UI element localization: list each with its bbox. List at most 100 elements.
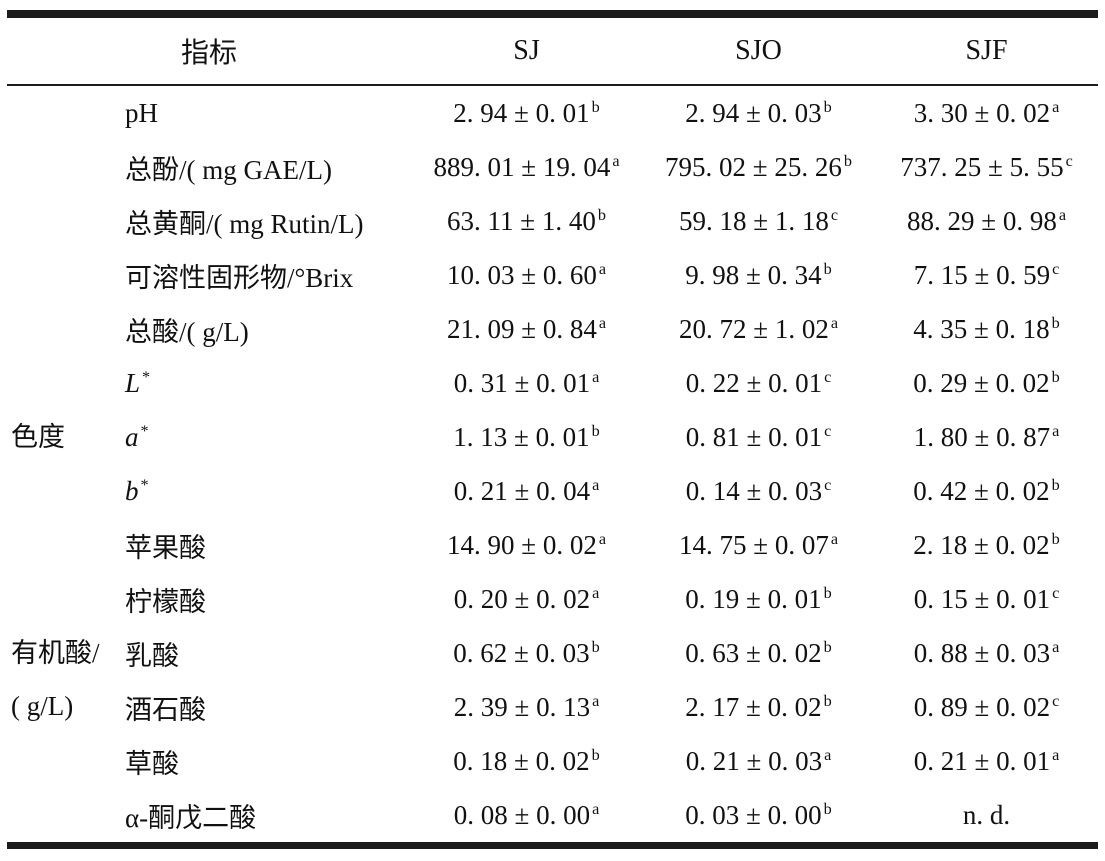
significance-superscript: b (1051, 367, 1060, 386)
significance-superscript: b (823, 637, 832, 656)
significance-superscript: b (591, 421, 600, 440)
value-cell: 795. 02 ± 25. 26 b (665, 151, 852, 182)
indicator-label: L (125, 367, 141, 398)
group-label: 色度 (11, 421, 65, 452)
indicator-label: pH (125, 97, 158, 128)
significance-superscript: a (824, 745, 832, 764)
indicator-cell: b * (123, 464, 411, 518)
value-cell: 0. 31 ± 0. 01 a (453, 367, 600, 398)
table-row: 可溶性固形物/°Brix 10. 03 ± 0. 60 a 9. 98 ± 0. 34… (7, 248, 1098, 302)
value-cell: 9. 98 ± 0. 34 b (685, 259, 832, 290)
group-cell-empty (7, 302, 123, 356)
significance-superscript: a (1052, 745, 1060, 764)
value-cell: 0. 21 ± 0. 03 a (685, 745, 832, 776)
value-cell: 4. 35 ± 0. 18 b (913, 313, 1060, 344)
value-cell: 0. 15 ± 0. 01 c (913, 583, 1060, 614)
table-row: 总酚/( mg GAE/L) 889. 01 ± 19. 04 a 795. 02 ±… (7, 140, 1098, 194)
table-row: 总酸/( g/L) 21. 09 ± 0. 84 a 20. 72 ± 1. 02 a 4… (7, 302, 1098, 356)
indicator-label: 苹果酸 (125, 532, 206, 563)
table-row: 柠檬酸 0. 20 ± 0. 02 a 0. 19 ± 0. 01 b 0. 15 ± 0… (7, 572, 1098, 626)
significance-superscript: a (592, 475, 600, 494)
value-cell: 59. 18 ± 1. 18 c (679, 205, 839, 236)
indicator-label: 草酸 (125, 748, 179, 779)
table-header: 指标 SJ SJO SJF (7, 14, 1099, 86)
significance-superscript: c (830, 205, 839, 224)
indicator-superscript: * (140, 475, 149, 494)
indicator-label: 可溶性固形物/°Brix (125, 262, 354, 293)
significance-superscript: a (592, 367, 600, 386)
significance-superscript: b (823, 583, 832, 602)
significance-superscript: c (1052, 259, 1060, 278)
header-indicator: 指标 (7, 14, 412, 86)
indicator-label: 乳酸 (125, 640, 179, 671)
significance-superscript: a (1052, 421, 1060, 440)
significance-superscript: a (1052, 97, 1060, 116)
significance-superscript: c (824, 367, 832, 386)
value-cell: 0. 14 ± 0. 03 c (685, 475, 832, 506)
significance-superscript: b (823, 799, 832, 818)
significance-superscript: a (592, 799, 600, 818)
significance-superscript: b (843, 151, 852, 170)
indicator-label: 酒石酸 (125, 694, 206, 725)
value-cell: 2. 17 ± 0. 02 b (685, 691, 832, 722)
value-cell: 2. 18 ± 0. 02 b (913, 529, 1060, 560)
value-cell: 0. 63 ± 0. 02 b (685, 637, 832, 668)
value-cell: 0. 19 ± 0. 01 b (685, 583, 832, 614)
value-cell: 2. 94 ± 0. 03 b (685, 97, 832, 128)
value-cell: 21. 09 ± 0. 84 a (447, 313, 607, 344)
value-cell: 1. 80 ± 0. 87 a (913, 421, 1060, 452)
value-cell: 88. 29 ± 0. 98 a (907, 205, 1067, 236)
significance-superscript: a (592, 691, 600, 710)
table-row: b * 0. 21 ± 0. 04 a 0. 14 ± 0. 03 c 0. 42 ± 0.… (7, 464, 1098, 518)
group-label: 有机酸/( g/L) (11, 638, 100, 721)
significance-superscript: c (1052, 583, 1060, 602)
significance-superscript: a (1058, 205, 1067, 224)
indicator-cell: a * (123, 410, 411, 464)
significance-superscript: b (1051, 529, 1060, 548)
significance-superscript: a (598, 529, 607, 548)
significance-superscript: b (591, 97, 600, 116)
value-cell: 14. 90 ± 0. 02 a (447, 529, 607, 560)
indicator-cell: pH (123, 85, 411, 140)
table-row: α-酮戊二酸 0. 08 ± 0. 00 a 0. 03 ± 0. 00 b n. d. (7, 788, 1098, 846)
header-sjf: SJF (875, 14, 1099, 86)
value-cell: 0. 29 ± 0. 02 b (913, 367, 1060, 398)
value-cell: 0. 03 ± 0. 00 b (685, 799, 832, 830)
value-cell: 0. 88 ± 0. 03 a (913, 637, 1060, 668)
significance-superscript: b (823, 259, 832, 278)
value-cell: 889. 01 ± 19. 04 a (433, 151, 620, 182)
significance-superscript: c (824, 475, 832, 494)
header-sjo: SJO (642, 14, 876, 86)
table-row: pH 2. 94 ± 0. 01 b 2. 94 ± 0. 03 b 3. 30 ± 0.… (7, 85, 1098, 140)
value-cell: 2. 39 ± 0. 13 a (453, 691, 600, 722)
value-cell: 0. 81 ± 0. 01 c (685, 421, 832, 452)
indicator-superscript: * (140, 421, 149, 440)
significance-superscript: b (591, 745, 600, 764)
value-cell: 2. 94 ± 0. 01 b (453, 97, 600, 128)
indicator-superscript: * (142, 367, 151, 386)
value-cell: 63. 11 ± 1. 40 b (447, 205, 606, 236)
significance-superscript: b (597, 205, 606, 224)
value-cell: 0. 18 ± 0. 02 b (453, 745, 600, 776)
indicator-cell: 酒石酸 (123, 680, 411, 734)
significance-superscript: a (612, 151, 620, 170)
value-cell: 0. 21 ± 0. 04 a (453, 475, 600, 506)
table-body: pH 2. 94 ± 0. 01 b 2. 94 ± 0. 03 b 3. 30 ± 0.… (7, 85, 1098, 846)
table-row: 有机酸/( g/L) 苹果酸 14. 90 ± 0. 02 a 14. 75 ± 0. … (7, 518, 1098, 722)
indicator-label: 总黄酮/( mg Rutin/L) (125, 208, 364, 239)
significance-superscript: b (823, 97, 832, 116)
value-cell: 737. 25 ± 5. 55 c (900, 151, 1073, 182)
value-cell: 0. 42 ± 0. 02 b (913, 475, 1060, 506)
indicator-cell: 总黄酮/( mg Rutin/L) (123, 194, 411, 248)
table-row: a * 1. 13 ± 0. 01 b 0. 81 ± 0. 01 c 1. 80 ± 0.… (7, 410, 1098, 464)
value-cell: 3. 30 ± 0. 02 a (913, 97, 1060, 128)
significance-superscript: a (598, 313, 607, 332)
significance-superscript: b (1051, 313, 1060, 332)
indicator-cell: 草酸 (123, 734, 411, 788)
group-cell-empty (7, 140, 123, 194)
indicator-cell: 柠檬酸 (123, 572, 411, 626)
indicator-cell: L * (123, 356, 411, 410)
indicator-label: 柠檬酸 (125, 586, 206, 617)
indicator-label: a (125, 421, 139, 452)
